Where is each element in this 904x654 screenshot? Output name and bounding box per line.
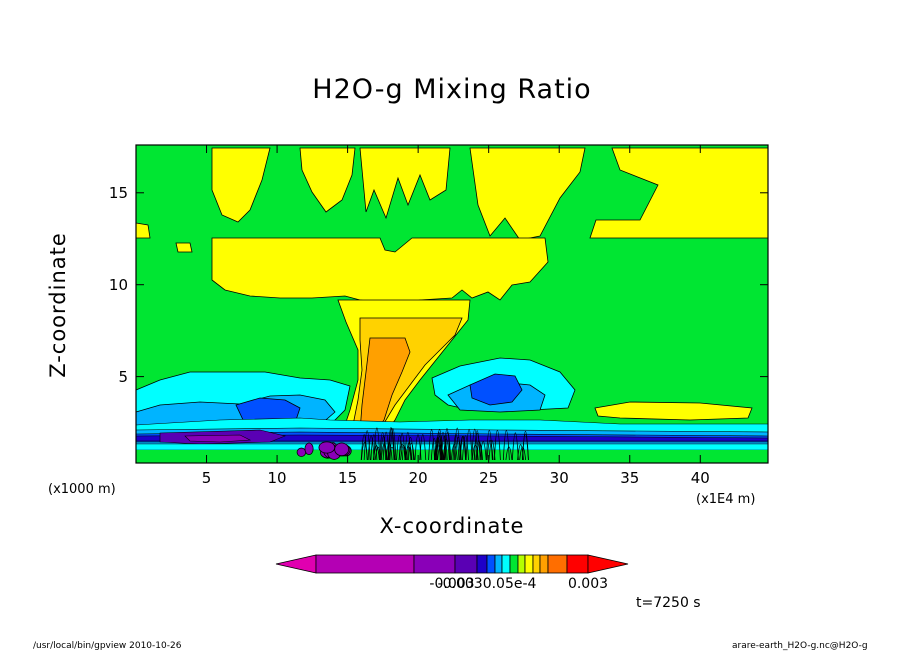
contour-region (175, 242, 193, 253)
contour-line (387, 427, 395, 461)
contour-line (370, 434, 378, 461)
contour-line (462, 435, 469, 461)
colorbar-segment (547, 554, 568, 574)
contour-line (521, 433, 529, 461)
x-tick-label: 25 (479, 469, 499, 487)
contour-line (519, 446, 527, 461)
colorbar (275, 554, 629, 574)
y-tick-label: 15 (108, 183, 128, 202)
y-tick-label: 5 (118, 367, 128, 386)
contour-line (363, 430, 371, 461)
colorbar-segment (494, 554, 503, 574)
contour-line (398, 433, 406, 461)
contour-region (594, 401, 753, 421)
x-axis-label: X-coordinate (379, 514, 525, 538)
contour-line (471, 428, 479, 461)
contour-line (318, 441, 336, 454)
chart-title: H2O-g Mixing Ratio (312, 74, 592, 105)
contour-region (135, 443, 769, 451)
contour-line (450, 443, 458, 461)
contour-line (440, 435, 448, 461)
colorbar-segment (532, 554, 541, 574)
contour-region (469, 373, 523, 406)
contour-line (414, 434, 422, 461)
contour-line (373, 427, 381, 461)
time-label: t=7250 s (636, 595, 701, 611)
colorbar-segment (486, 554, 496, 574)
contour-region (184, 434, 252, 443)
colorbar-segment (501, 554, 511, 574)
x-unit-left: (x1000 m) (48, 482, 116, 497)
contour-line (396, 435, 403, 461)
contour-line (502, 430, 510, 461)
colorbar-segment (509, 554, 519, 574)
contour-field (135, 144, 769, 464)
x-tick-label: 20 (408, 469, 428, 487)
contour-line (388, 427, 396, 461)
contour-line (407, 442, 415, 461)
contour-line (511, 432, 519, 461)
colorbar-segment (517, 554, 526, 574)
contour-line (304, 442, 314, 456)
contour-line (379, 432, 387, 461)
contour-line (476, 441, 484, 461)
contour-line (471, 444, 479, 461)
x-tick-label: 35 (620, 469, 640, 487)
footer-right: arare-earth_H2O-g.nc@H2O-g (732, 641, 868, 651)
x-tick-label: 30 (549, 469, 569, 487)
contour-line (407, 436, 414, 461)
contour-line (367, 435, 375, 461)
contour-line (454, 436, 462, 461)
contour-line (475, 440, 483, 461)
footer-left: /usr/local/bin/gpview 2010-10-26 (33, 641, 182, 651)
colorbar-segment (566, 554, 589, 574)
contour-region (211, 147, 271, 223)
contour-line (380, 436, 387, 461)
contour-line (334, 442, 350, 457)
dense-contours (296, 427, 529, 461)
contour-line (443, 428, 451, 461)
colorbar-label: -0.003 (429, 576, 475, 592)
contour-line (493, 429, 501, 461)
contour-line (296, 447, 307, 457)
x-tick-label: 40 (690, 469, 710, 487)
colorbar-segment (454, 554, 478, 574)
contour-line (486, 439, 494, 461)
contour-region (299, 147, 356, 213)
contour-region (359, 337, 411, 436)
colorbar-label: 0.003 (567, 576, 609, 592)
contour-line (479, 441, 487, 461)
colorbar-label: -0.0030.05e-4 (437, 576, 537, 592)
x-tick-label: 10 (267, 469, 287, 487)
x-tick-label: 15 (338, 469, 358, 487)
colorbar-segment (413, 554, 456, 574)
x-tick-label: 5 (201, 469, 212, 487)
plot-frame (135, 144, 769, 464)
x-unit-right: (x1E4 m) (696, 492, 756, 507)
colorbar-left-arrow (275, 554, 317, 574)
colorbar-segment (315, 554, 415, 574)
contour-region (211, 237, 549, 306)
contour-line (453, 427, 461, 461)
colorbar-segment (476, 554, 488, 574)
contour-line (459, 436, 467, 461)
colorbar-right-arrow (587, 554, 629, 574)
contour-line (473, 433, 481, 461)
colorbar-segment (539, 554, 549, 574)
contour-line (465, 428, 473, 461)
contour-line (437, 444, 444, 461)
y-tick-label: 10 (108, 275, 128, 294)
contour-line (439, 432, 447, 461)
contour-line (380, 442, 388, 461)
contour-line (361, 442, 368, 461)
colorbar-segment (524, 554, 534, 574)
contour-region (359, 147, 451, 220)
contour-line (428, 429, 435, 461)
contour-region (135, 222, 151, 239)
contour-line (374, 446, 382, 461)
axis-ticks (136, 145, 768, 463)
